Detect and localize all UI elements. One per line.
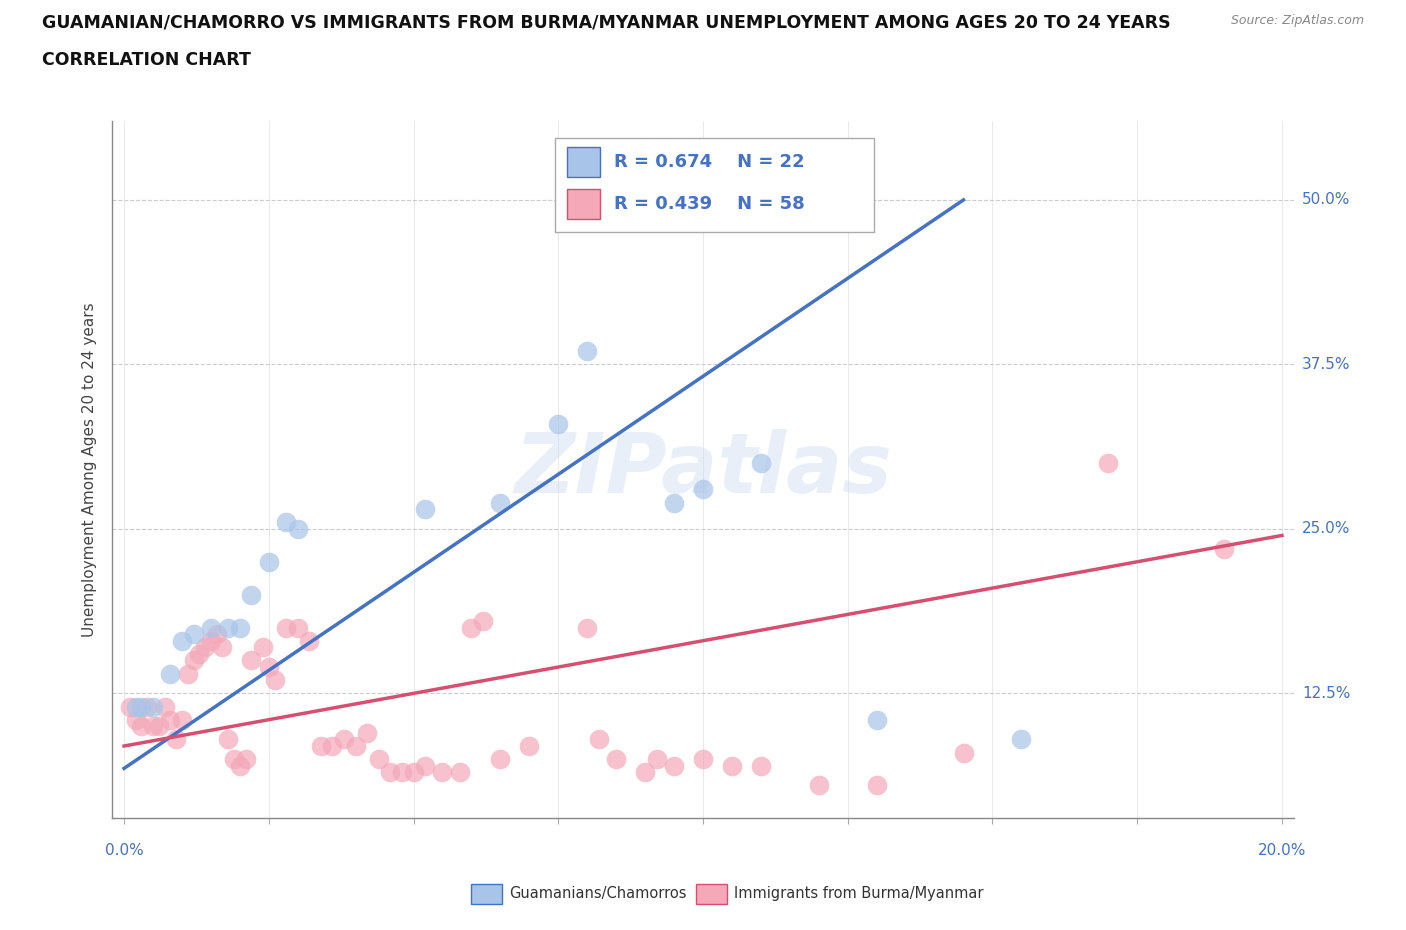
Point xyxy=(153,699,176,714)
Point xyxy=(257,554,280,569)
FancyBboxPatch shape xyxy=(567,190,600,219)
Text: CORRELATION CHART: CORRELATION CHART xyxy=(42,51,252,69)
Point xyxy=(200,620,222,635)
Point xyxy=(276,515,298,530)
Point xyxy=(432,764,454,779)
Y-axis label: Unemployment Among Ages 20 to 24 years: Unemployment Among Ages 20 to 24 years xyxy=(82,302,97,637)
Point xyxy=(402,764,425,779)
Point xyxy=(287,522,309,537)
Point xyxy=(229,620,252,635)
Text: Immigrants from Burma/Myanmar: Immigrants from Burma/Myanmar xyxy=(734,886,983,901)
Point xyxy=(170,712,193,727)
Text: ZIPatlas: ZIPatlas xyxy=(515,429,891,511)
Point xyxy=(159,712,181,727)
Point xyxy=(183,653,205,668)
Point xyxy=(662,495,685,510)
Point xyxy=(217,732,239,747)
Point xyxy=(333,732,356,747)
Point xyxy=(309,738,332,753)
Text: Source: ZipAtlas.com: Source: ZipAtlas.com xyxy=(1230,14,1364,27)
Text: 37.5%: 37.5% xyxy=(1302,357,1350,372)
Point xyxy=(662,758,685,773)
Point xyxy=(142,719,165,734)
Point xyxy=(692,482,714,497)
Point xyxy=(866,778,889,793)
Point xyxy=(344,738,367,753)
Point xyxy=(118,699,141,714)
Point xyxy=(124,699,146,714)
Point xyxy=(472,614,495,629)
Point xyxy=(240,587,263,602)
Point xyxy=(460,620,482,635)
Point xyxy=(136,699,159,714)
Point xyxy=(489,751,512,766)
Point xyxy=(413,501,436,516)
Point xyxy=(124,712,146,727)
Point xyxy=(692,751,714,766)
Point xyxy=(252,640,274,655)
Point xyxy=(576,344,599,359)
Point xyxy=(721,758,744,773)
Point xyxy=(645,751,668,766)
Text: 20.0%: 20.0% xyxy=(1258,844,1306,858)
Point xyxy=(148,719,170,734)
Text: Guamanians/Chamorros: Guamanians/Chamorros xyxy=(509,886,686,901)
Point xyxy=(200,633,222,648)
Point xyxy=(165,732,187,747)
Point xyxy=(235,751,257,766)
Point xyxy=(380,764,402,779)
Point xyxy=(391,764,413,779)
Point xyxy=(588,732,610,747)
Point xyxy=(367,751,389,766)
Point xyxy=(229,758,252,773)
Point xyxy=(321,738,343,753)
Point xyxy=(1213,541,1236,556)
Point xyxy=(142,699,165,714)
Point xyxy=(257,659,280,674)
Point xyxy=(211,640,233,655)
Text: 25.0%: 25.0% xyxy=(1302,522,1350,537)
Point xyxy=(449,764,471,779)
Text: 12.5%: 12.5% xyxy=(1302,686,1350,701)
Point xyxy=(177,666,200,681)
Point xyxy=(807,778,830,793)
Point xyxy=(276,620,298,635)
Point xyxy=(1097,456,1119,471)
Text: R = 0.674    N = 22: R = 0.674 N = 22 xyxy=(614,153,806,171)
Point xyxy=(413,758,436,773)
Point xyxy=(547,416,569,431)
Point xyxy=(183,627,205,642)
Point xyxy=(217,620,239,635)
Point xyxy=(205,627,228,642)
FancyBboxPatch shape xyxy=(567,147,600,177)
Text: R = 0.439    N = 58: R = 0.439 N = 58 xyxy=(614,195,806,213)
Point xyxy=(576,620,599,635)
Point xyxy=(170,633,193,648)
Point xyxy=(222,751,245,766)
Point xyxy=(1010,732,1032,747)
Point xyxy=(194,640,217,655)
Point xyxy=(605,751,627,766)
Point xyxy=(489,495,512,510)
Point xyxy=(517,738,540,753)
Point xyxy=(188,646,211,661)
Point xyxy=(159,666,181,681)
Text: 50.0%: 50.0% xyxy=(1302,193,1350,207)
Text: 0.0%: 0.0% xyxy=(104,844,143,858)
Point xyxy=(356,725,378,740)
Point xyxy=(240,653,263,668)
Text: GUAMANIAN/CHAMORRO VS IMMIGRANTS FROM BURMA/MYANMAR UNEMPLOYMENT AMONG AGES 20 T: GUAMANIAN/CHAMORRO VS IMMIGRANTS FROM BU… xyxy=(42,14,1171,32)
Point xyxy=(131,719,153,734)
Point xyxy=(749,456,772,471)
Point xyxy=(287,620,309,635)
Point xyxy=(952,745,974,760)
Point xyxy=(263,672,285,687)
Point xyxy=(866,712,889,727)
FancyBboxPatch shape xyxy=(555,139,875,232)
Point xyxy=(298,633,321,648)
Point xyxy=(131,699,153,714)
Point xyxy=(749,758,772,773)
Point xyxy=(634,764,657,779)
